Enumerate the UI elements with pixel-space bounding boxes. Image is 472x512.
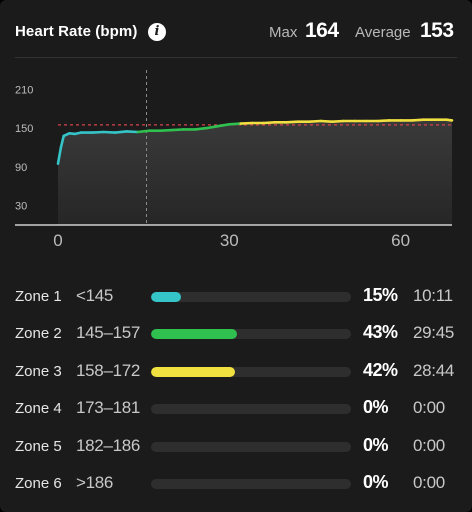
heart-rate-line-segment <box>319 119 334 124</box>
zone-progress-fill <box>151 366 235 377</box>
heart-rate-line-segment <box>59 134 66 149</box>
heart-rate-chart[interactable]: 210 150 90 30 <box>0 62 472 232</box>
zone-range: <145 <box>76 286 114 305</box>
zone-range: 145–157 <box>76 323 141 343</box>
heart-rate-line-segment <box>216 122 231 128</box>
zone-time: 10:11 <box>413 286 453 305</box>
heart-rate-line-segment <box>159 128 174 132</box>
zone-progress-track <box>151 292 351 302</box>
y-tick-label: 210 <box>15 84 33 96</box>
header-divider <box>15 57 457 58</box>
average-value: 153 <box>420 19 454 42</box>
zone-progress-fill <box>151 292 181 302</box>
zone-progress-track <box>151 366 351 377</box>
zone-name: Zone 1 <box>15 288 62 305</box>
heart-rate-line-segment <box>56 146 63 165</box>
zone-percent: 42% <box>363 359 398 380</box>
heart-rate-line-segment <box>170 128 185 132</box>
zone-name: Zone 2 <box>15 325 62 343</box>
zone-percent: 43% <box>363 322 398 343</box>
chart-area-fill <box>58 119 452 225</box>
heart-rate-line-segment <box>262 120 277 125</box>
zone-percent: 15% <box>363 285 398 305</box>
zone-percent: 0% <box>363 472 389 492</box>
zone-row: Zone 5 182–186 0% 0:00 <box>0 435 472 459</box>
zone-time: 28:44 <box>413 360 455 380</box>
x-tick-label: 30 <box>219 231 239 250</box>
zone-range: 158–172 <box>76 360 141 380</box>
zone-percent: 0% <box>363 434 389 455</box>
heart-rate-line-segment <box>193 126 208 131</box>
zone-time: 0:00 <box>413 398 445 418</box>
max-label: Max <box>269 24 298 41</box>
heart-rate-line-segment <box>444 118 454 122</box>
zone-progress-track <box>151 329 351 340</box>
x-tick-label: 60 <box>391 231 411 250</box>
zone-row: Zone 6 >186 0% 0:00 <box>0 472 472 496</box>
zone-range: >186 <box>76 473 114 492</box>
heart-rate-line-segment <box>239 121 254 125</box>
zone-progress-track <box>151 441 351 452</box>
zone-percent: 0% <box>363 397 389 418</box>
zone-row: Zone 1 <145 15% 10:11 <box>0 285 472 309</box>
heart-rate-line-segment <box>228 122 242 126</box>
heart-rate-line-segment <box>376 119 391 123</box>
heart-rate-line-segment <box>410 118 425 122</box>
heart-rate-line-segment <box>125 130 140 134</box>
zone-row: Zone 4 173–181 0% 0:00 <box>0 397 472 421</box>
card-title: Heart Rate (bpm) <box>15 23 138 40</box>
zone-time: 0:00 <box>413 435 445 455</box>
heart-rate-line-segment <box>113 130 128 134</box>
zone-range: 173–181 <box>76 398 141 418</box>
zone-row: Zone 3 158–172 42% 28:44 <box>0 360 472 384</box>
heart-rate-line-segment <box>102 130 117 134</box>
x-tick-label: 0 <box>53 231 63 250</box>
y-tick-label: 30 <box>15 201 27 213</box>
heart-rate-line-segment <box>285 120 300 124</box>
zone-name: Zone 5 <box>15 437 62 455</box>
zone-range: 182–186 <box>76 435 141 455</box>
heart-rate-line-segment <box>205 124 220 130</box>
heart-rate-line-segment <box>307 119 323 124</box>
heart-rate-line-segment <box>330 119 345 124</box>
zone-time: 0:00 <box>413 473 445 492</box>
zone-progress-fill <box>151 329 237 340</box>
zone-progress-track <box>151 479 351 489</box>
zone-name: Zone 4 <box>15 400 62 418</box>
zone-row: Zone 2 145–157 43% 29:45 <box>0 322 472 346</box>
zone-progress-track <box>151 404 351 415</box>
heart-rate-line-segment <box>136 129 151 134</box>
average-label: Average <box>355 24 411 41</box>
zone-time: 29:45 <box>413 323 455 343</box>
y-tick-label: 90 <box>15 162 27 174</box>
max-value: 164 <box>305 19 339 42</box>
zone-name: Zone 3 <box>15 362 62 380</box>
info-icon[interactable]: i <box>148 23 166 41</box>
heart-rate-line-segment <box>91 130 105 134</box>
zone-name: Zone 6 <box>15 475 62 492</box>
y-tick-label: 150 <box>15 123 33 135</box>
